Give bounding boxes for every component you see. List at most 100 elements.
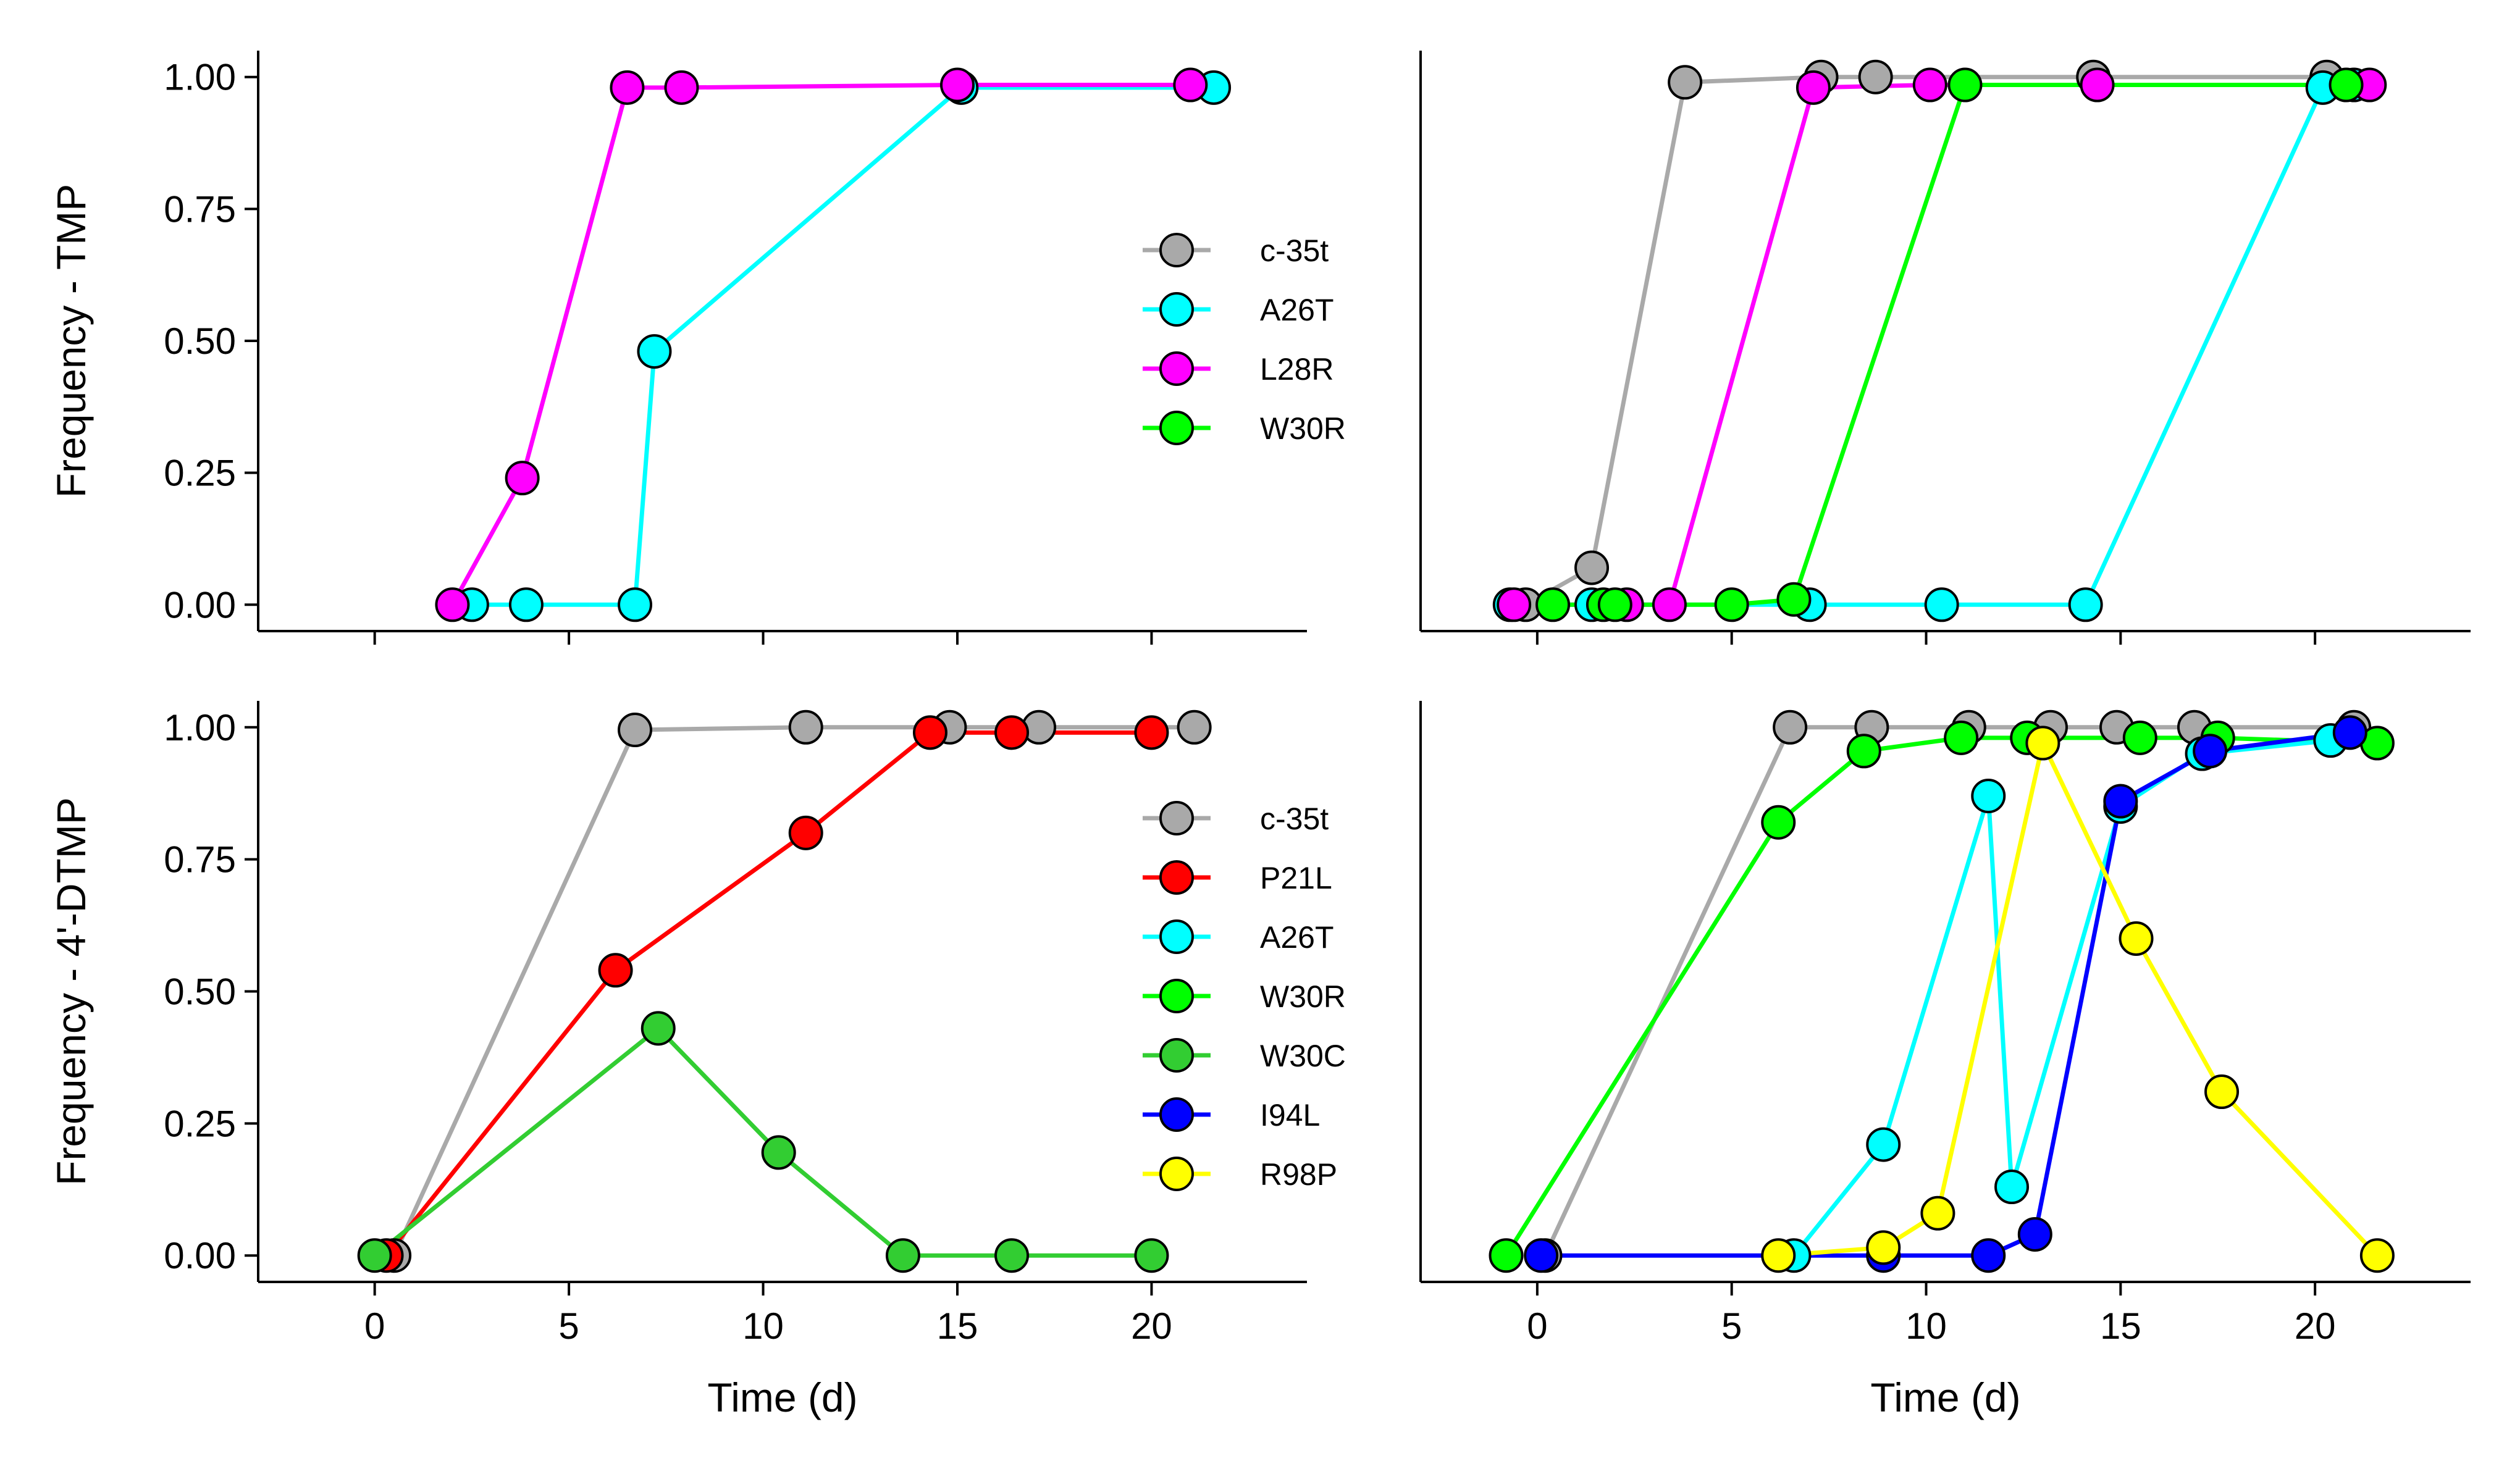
x-axis-label: Time (d) <box>1870 1375 2020 1420</box>
data-point-c-35t <box>1858 59 1893 94</box>
data-point-l28r <box>1652 587 1687 622</box>
x-tick-label: 10 <box>742 1305 784 1347</box>
data-point-r98p <box>2119 921 2154 956</box>
data-point-w30c <box>994 1238 1030 1273</box>
data-point-l28r <box>2080 67 2115 103</box>
legend-label: I94L <box>1260 1098 1320 1132</box>
data-point-r98p <box>2359 1238 2395 1273</box>
y-tick-label: 1.00 <box>164 57 236 98</box>
data-point-w30r <box>1535 587 1571 622</box>
data-point-a26t <box>508 587 544 622</box>
series-line-w30r <box>1553 83 2346 607</box>
data-point-i94l <box>2103 784 2138 819</box>
panel-bottom-right: 0 5 10 15 20 Time (d) <box>1419 701 2471 1420</box>
series-line-p21l <box>384 730 1152 1257</box>
series-line-c-35t <box>1543 725 2354 1257</box>
legend-marker <box>1159 351 1194 386</box>
legend-label: A26T <box>1260 293 1334 327</box>
legend-marker <box>1159 801 1194 835</box>
y-tick-label: 0.00 <box>164 584 236 626</box>
x-tick-label: 0 <box>364 1305 385 1347</box>
series-line-w30c <box>373 1026 1152 1258</box>
data-point-r98p <box>2025 726 2060 761</box>
data-point-w30c <box>357 1238 392 1273</box>
legend-marker <box>1159 292 1194 327</box>
data-point-a26t <box>1994 1170 2030 1205</box>
data-point-c-35t <box>788 710 823 745</box>
data-point-l28r <box>1796 70 1831 105</box>
y-tick-label: 0.25 <box>164 453 236 494</box>
data-point-w30c <box>1134 1238 1169 1273</box>
data-point-l28r <box>505 461 540 496</box>
legend: c-35t A26T L28R W30R <box>1143 233 1346 446</box>
data-point-c-35t <box>1574 550 1610 585</box>
data-point-w30r <box>1761 805 1796 840</box>
legend-marker <box>1159 233 1194 267</box>
data-point-c-35t <box>1668 65 1703 100</box>
series-line-w30r <box>1504 735 2378 1257</box>
x-tick-label: 20 <box>2295 1305 2336 1347</box>
data-point-l28r <box>435 587 470 622</box>
data-point-w30r <box>1944 720 1979 755</box>
data-point-l28r <box>1912 67 1947 103</box>
data-point-c-35t <box>1177 710 1212 745</box>
data-point-l28r <box>1497 587 1532 622</box>
legend-label: W30C <box>1260 1039 1346 1073</box>
data-point-a26t <box>618 587 653 622</box>
legend: c-35t P21L A26T W30R W30C I94L R98P <box>1143 801 1346 1192</box>
data-point-l28r <box>664 70 699 105</box>
legend-marker <box>1159 860 1194 895</box>
data-point-p21l <box>1134 715 1169 750</box>
series-line-a26t <box>471 85 1214 607</box>
data-point-w30c <box>761 1135 796 1170</box>
legend-marker <box>1159 411 1194 445</box>
data-point-i94l <box>2193 734 2228 769</box>
x-axis-label: Time (d) <box>707 1375 857 1420</box>
x-tick-label: 20 <box>1131 1305 1172 1347</box>
panel-bottom-left: 0 5 10 15 20 0.00 0.25 0.50 0.75 1.00 Frequency - … <box>48 701 1346 1420</box>
data-point-w30r <box>1489 1238 1524 1273</box>
data-point-p21l <box>598 953 633 988</box>
legend-label: W30R <box>1260 411 1346 446</box>
legend-marker <box>1159 1157 1194 1191</box>
data-point-a26t <box>637 334 672 369</box>
x-tick-label: 5 <box>1721 1305 1742 1347</box>
data-point-l28r <box>1173 67 1208 103</box>
legend-marker <box>1159 1097 1194 1132</box>
series-line-a26t <box>1792 738 2331 1257</box>
data-point-r98p <box>1761 1238 1796 1273</box>
y-tick-label: 1.00 <box>164 707 236 748</box>
data-point-w30r <box>1776 582 1812 617</box>
data-point-r98p <box>1866 1230 1901 1265</box>
data-point-w30r <box>1947 67 1983 103</box>
panel-top-right <box>1419 51 2471 645</box>
x-tick-label: 0 <box>1527 1305 1547 1347</box>
legend-label: c-35t <box>1260 233 1329 268</box>
x-tick-label: 15 <box>2100 1305 2141 1347</box>
data-point-r98p <box>1920 1195 1955 1231</box>
data-point-i94l <box>2017 1217 2052 1252</box>
legend-label: L28R <box>1260 352 1334 387</box>
panel-top-left: 0.00 0.25 0.50 0.75 1.00 Frequency - TMP c-35t… <box>48 51 1346 645</box>
data-point-w30r <box>1597 587 1632 622</box>
series-line-l28r <box>1514 83 2370 607</box>
data-point-r98p <box>2204 1074 2240 1110</box>
data-point-w30c <box>640 1011 676 1046</box>
y-tick-label: 0.50 <box>164 320 236 362</box>
data-point-a26t <box>1866 1127 1901 1162</box>
y-tick-label: 0.25 <box>164 1103 236 1144</box>
data-point-c-35t <box>618 713 653 748</box>
data-point-w30r <box>2122 720 2157 755</box>
series-line-l28r <box>450 83 1191 606</box>
x-tick-label: 10 <box>1905 1305 1947 1347</box>
data-point-i94l <box>2332 715 2367 750</box>
legend-marker <box>1159 1038 1194 1073</box>
data-point-p21l <box>912 715 947 750</box>
y-tick-label: 0.75 <box>164 188 236 230</box>
data-point-i94l <box>1971 1238 2006 1273</box>
data-point-w30r <box>2329 67 2364 103</box>
x-tick-label: 15 <box>937 1305 978 1347</box>
legend-label: P21L <box>1260 861 1332 895</box>
data-point-a26t <box>1971 778 2006 813</box>
